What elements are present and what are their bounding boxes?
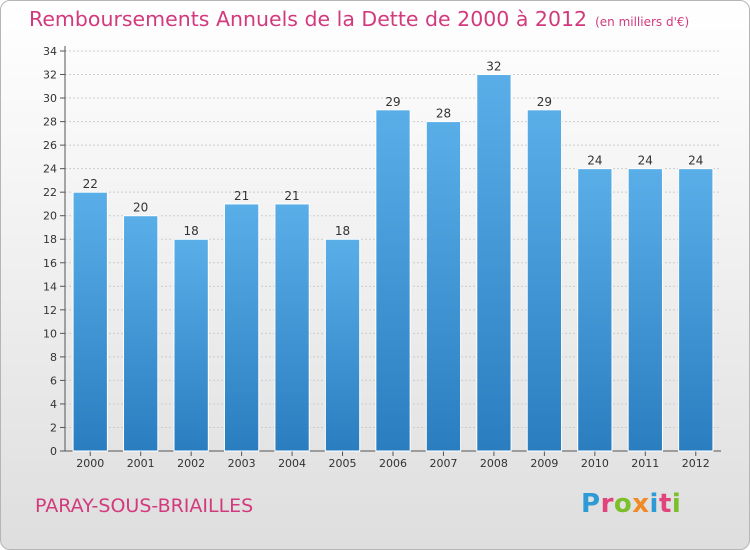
value-label-2002: 18 <box>184 224 199 238</box>
chart-title: Remboursements Annuels de la Dette de 20… <box>29 7 689 31</box>
proxiti-logo[interactable]: Proxiti <box>581 489 681 519</box>
y-tick-label: 2 <box>50 421 57 434</box>
x-tick-label-2011: 2011 <box>631 457 659 470</box>
logo-letter: x <box>632 489 650 519</box>
value-label-2005: 18 <box>335 224 350 238</box>
bar-2008 <box>476 74 512 452</box>
chart-unit-note: (en milliers d'€) <box>595 15 690 29</box>
value-label-2012: 24 <box>688 154 703 168</box>
y-tick-label: 8 <box>50 351 57 364</box>
logo-letter: r <box>600 489 614 519</box>
y-tick-label: 4 <box>50 398 57 411</box>
bar-2004 <box>274 203 310 452</box>
labels: 22 2000 20 2001 18 2002 21 2003 21 2004 18 2005 29 20… <box>76 60 710 470</box>
value-label-2001: 20 <box>133 201 148 215</box>
value-label-2003: 21 <box>234 189 249 203</box>
y-tick-label: 32 <box>43 69 57 82</box>
bar-2009 <box>526 109 563 452</box>
x-tick-label-2003: 2003 <box>228 457 256 470</box>
bar-2001 <box>123 215 159 452</box>
logo-letter: i <box>649 489 659 519</box>
y-tick-label: 28 <box>43 116 57 129</box>
y-tick-label: 20 <box>43 210 57 223</box>
x-tick-label-2008: 2008 <box>480 457 508 470</box>
value-label-2011: 24 <box>638 154 653 168</box>
x-tick-label-2009: 2009 <box>530 457 558 470</box>
value-label-2008: 32 <box>486 60 501 74</box>
y-tick-label: 18 <box>43 233 57 246</box>
x-tick-label-2012: 2012 <box>682 457 710 470</box>
x-tick-label-2000: 2000 <box>76 457 104 470</box>
bar-2002 <box>173 238 209 452</box>
bar-2010 <box>577 168 613 452</box>
bar-2003 <box>223 203 260 452</box>
value-label-2004: 21 <box>284 189 299 203</box>
bar-2011 <box>627 168 663 452</box>
y-tick-label: 0 <box>50 445 57 458</box>
logo-letter: i <box>671 489 682 519</box>
value-label-2007: 28 <box>436 107 451 121</box>
y-tick-label: 30 <box>43 92 57 105</box>
x-tick-label-2006: 2006 <box>379 457 407 470</box>
x-tick-label-2002: 2002 <box>177 457 205 470</box>
value-label-2006: 29 <box>385 95 400 109</box>
bar-2006 <box>375 109 411 452</box>
x-tick-label-2010: 2010 <box>581 457 609 470</box>
x-tick-label-2007: 2007 <box>429 457 457 470</box>
value-label-2009: 29 <box>537 95 552 109</box>
bar-2007 <box>425 121 462 452</box>
y-tick-label: 22 <box>43 186 57 199</box>
y-tick-label: 16 <box>43 257 57 270</box>
x-tick-label-2001: 2001 <box>127 457 155 470</box>
x-tick-label-2004: 2004 <box>278 457 306 470</box>
logo-letter: P <box>581 489 601 519</box>
x-tick-label-2005: 2005 <box>329 457 357 470</box>
y-tick-label: 26 <box>43 139 57 152</box>
bar-2000 <box>72 191 108 452</box>
bars <box>72 74 714 452</box>
y-tick-label: 6 <box>50 374 57 387</box>
value-label-2010: 24 <box>587 154 602 168</box>
y-tick-label: 10 <box>43 327 57 340</box>
y-tick-label: 24 <box>43 163 57 176</box>
city-name: PARAY-SOUS-BRIAILLES <box>35 495 254 517</box>
y-tick-label: 14 <box>43 280 57 293</box>
bar-2005 <box>324 238 361 452</box>
y-tick-label: 12 <box>43 304 57 317</box>
value-label-2000: 22 <box>83 177 98 191</box>
y-tick-label: 34 <box>43 45 57 58</box>
logo-letter: t <box>658 489 672 519</box>
logo-letter: o <box>613 489 633 519</box>
chart-title-text: Remboursements Annuels de la Dette de 20… <box>29 7 588 31</box>
bar-2012 <box>678 168 714 452</box>
